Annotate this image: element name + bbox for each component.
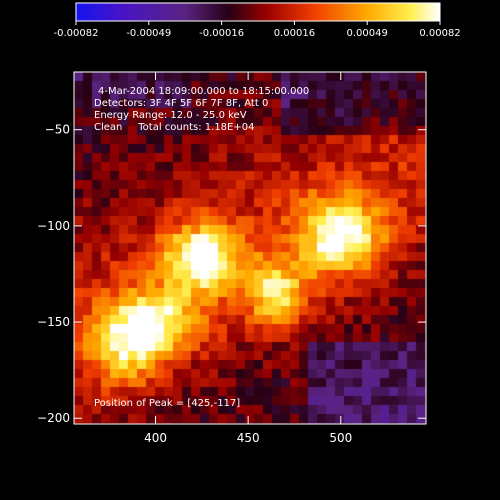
clean-counts-text: Clean Total counts: 1.18E+04 bbox=[94, 122, 255, 133]
detectors-text: Detectors: 3F 4F 5F 6F 7F 8F, Att 0 bbox=[94, 98, 269, 109]
x-tick-label: 450 bbox=[237, 431, 260, 445]
x-axis-label: Heliocentric X (arcsec) bbox=[235, 446, 371, 460]
plot-axes: 400 450 500 −50 −100 −150 −200 bbox=[37, 123, 352, 445]
colorbar bbox=[76, 3, 440, 21]
colorbar-units: (photons cm-2 s-1 asec-2) bbox=[197, 40, 319, 53]
x-tick-label: 500 bbox=[329, 431, 352, 445]
energy-range-text: Energy Range: 12.0 - 25.0 keV bbox=[94, 110, 247, 121]
y-tick-label: −150 bbox=[37, 315, 70, 329]
footer-timestamp: 29-Apr-2022 04:13 bbox=[373, 483, 495, 498]
colorbar-tick-label: 0.00016 bbox=[274, 28, 315, 39]
y-axis-label: Heliocentric Y (arcsec) bbox=[14, 183, 28, 318]
time-range-text: 4-Mar-2004 18:09:00.000 to 18:15:00.000 bbox=[98, 86, 310, 97]
colorbar-tick-label: 0.00082 bbox=[419, 28, 460, 39]
colorbar-frame bbox=[75, 2, 441, 22]
x-tick-label: 400 bbox=[144, 431, 167, 445]
colorbar-tick-label: -0.00049 bbox=[126, 28, 171, 39]
chart-title: Reconstructed RHESSI Image bbox=[148, 56, 353, 72]
colorbar-axis: -0.00082 -0.00049 -0.00016 0.00016 0.00049 0.… bbox=[54, 2, 461, 39]
y-tick-label: −100 bbox=[37, 219, 70, 233]
peak-position-text: Position of Peak = [425,-117] bbox=[94, 398, 241, 409]
colorbar-tick-label: 0.00049 bbox=[347, 28, 388, 39]
colorbar-tick-label: -0.00082 bbox=[54, 28, 99, 39]
y-tick-label: −50 bbox=[45, 123, 70, 137]
colorbar-tick-label: -0.00016 bbox=[199, 28, 244, 39]
y-tick-label: −200 bbox=[37, 411, 70, 425]
